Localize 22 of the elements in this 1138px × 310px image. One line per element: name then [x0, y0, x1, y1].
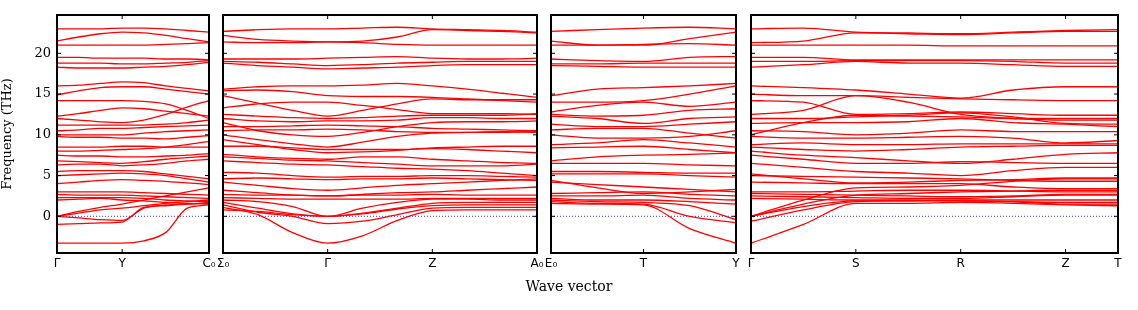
x-tick-label: Γ [324, 256, 332, 271]
x-tick-label: Σ₀ [216, 256, 230, 271]
x-tick-label: R [956, 256, 965, 271]
x-tick-label: Z [428, 256, 437, 271]
x-tick-label: Γ [53, 256, 61, 271]
x-tick-label: T [638, 256, 648, 271]
y-tick-label: 20 [34, 44, 51, 60]
x-tick-label: S [852, 256, 860, 271]
x-tick-label: Y [731, 256, 741, 271]
y-tick-label: 15 [34, 85, 51, 101]
x-tick-label: Z [1061, 256, 1070, 271]
y-tick-label: 5 [42, 166, 51, 182]
x-tick-label: E₀ [544, 256, 558, 271]
x-tick-label: A₀ [530, 256, 544, 271]
y-tick-label: 10 [34, 126, 51, 142]
x-tick-label: T [1113, 256, 1123, 271]
y-tick-label: 0 [42, 207, 51, 223]
x-tick-label: Y [117, 256, 127, 271]
y-axis-title: Frequency (THz) [0, 78, 15, 190]
x-tick-label: C₀ [202, 256, 216, 271]
x-axis-title: Wave vector [524, 278, 614, 294]
x-tick-label: Γ [747, 256, 755, 271]
